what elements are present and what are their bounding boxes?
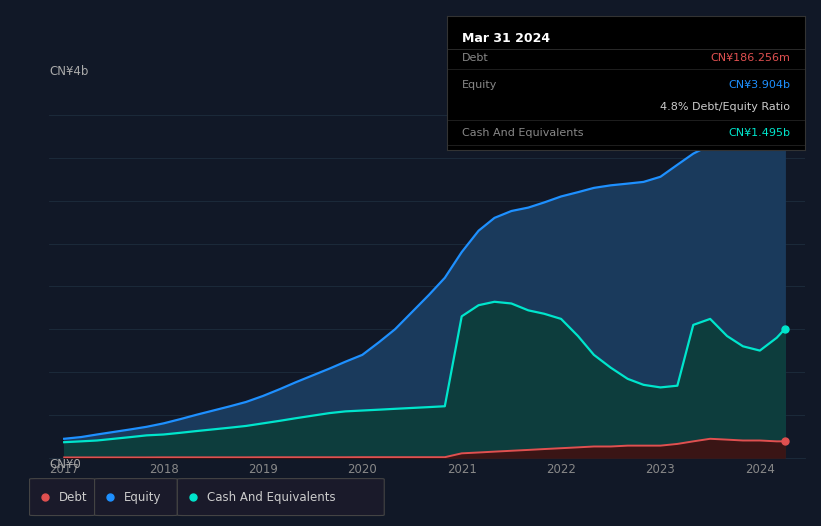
FancyBboxPatch shape <box>94 479 177 515</box>
Text: CN¥0: CN¥0 <box>49 458 81 471</box>
FancyBboxPatch shape <box>30 479 94 515</box>
Text: CN¥1.495b: CN¥1.495b <box>728 128 791 138</box>
Text: CN¥4b: CN¥4b <box>49 65 89 78</box>
Text: Mar 31 2024: Mar 31 2024 <box>461 32 550 45</box>
Text: Equity: Equity <box>124 491 162 503</box>
Text: Cash And Equivalents: Cash And Equivalents <box>207 491 336 503</box>
Text: Debt: Debt <box>461 53 488 63</box>
Text: Equity: Equity <box>461 80 497 90</box>
Text: Debt: Debt <box>59 491 88 503</box>
Text: CN¥186.256m: CN¥186.256m <box>710 53 791 63</box>
Text: CN¥3.904b: CN¥3.904b <box>728 80 791 90</box>
Text: Cash And Equivalents: Cash And Equivalents <box>461 128 583 138</box>
FancyBboxPatch shape <box>177 479 384 515</box>
Text: 4.8% Debt/Equity Ratio: 4.8% Debt/Equity Ratio <box>660 102 791 112</box>
